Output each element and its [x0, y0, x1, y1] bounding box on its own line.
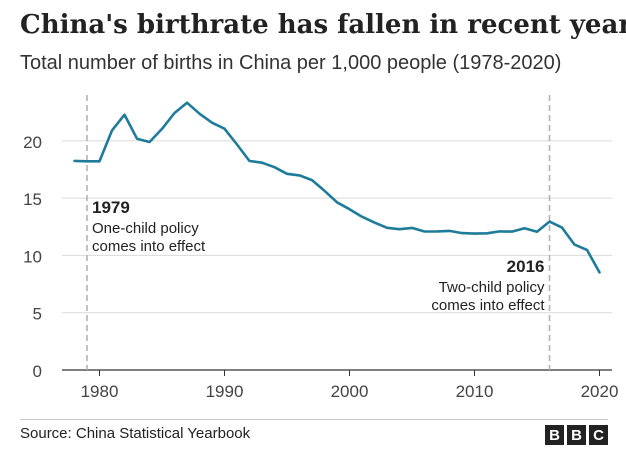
x-tick-label: 2010	[456, 382, 494, 401]
annotation-text: One-child policy	[92, 220, 199, 237]
annotation-text: comes into effect	[431, 297, 545, 314]
policy-markers	[86, 95, 551, 370]
x-tick-label: 2020	[581, 382, 619, 401]
y-tick-label: 15	[23, 190, 42, 209]
series-lines	[73, 101, 601, 274]
bbc-logo-letter: B	[567, 425, 586, 445]
annotation-year: 1979	[92, 198, 130, 217]
y-tick-label: 20	[23, 133, 42, 152]
gridlines	[62, 140, 612, 314]
annotation-text: comes into effect	[92, 238, 206, 255]
axes: 0 5 10 15 20 1980 1990 2000 2010 2020	[23, 133, 618, 401]
footer-divider	[20, 419, 608, 420]
annotation-year: 2016	[507, 257, 545, 276]
bbc-logo-letter: B	[545, 425, 564, 445]
source-note: Source: China Statistical Yearbook	[20, 425, 251, 442]
chart-title: China's birthrate has fallen in recent y…	[20, 10, 626, 40]
x-tick-label: 1990	[206, 382, 244, 401]
annotation-text: Two-child policy	[439, 279, 545, 296]
y-tick-label: 0	[33, 362, 42, 381]
bbc-logo: B B C	[545, 425, 608, 445]
bbc-logo-letter: C	[589, 425, 608, 445]
y-tick-label: 10	[23, 247, 42, 266]
x-tick-label: 1980	[81, 382, 119, 401]
x-tick-label: 2000	[331, 382, 369, 401]
y-tick-label: 5	[33, 305, 42, 324]
chart-subtitle: Total number of births in China per 1,00…	[20, 52, 562, 74]
birthrate-series-line	[73, 101, 601, 274]
